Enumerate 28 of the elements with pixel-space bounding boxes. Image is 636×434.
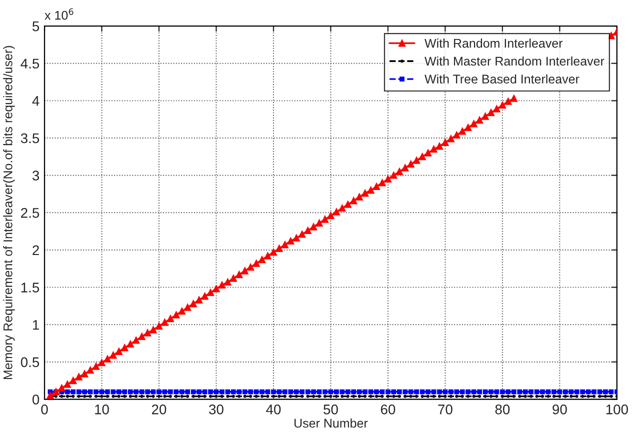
x-tick-label: 40: [266, 404, 281, 414]
legend-label: With Random Interleaver: [424, 38, 563, 48]
x-tick-label: 20: [152, 404, 166, 414]
x-tick-label: 50: [324, 404, 338, 414]
x-tick-label: 100: [606, 404, 628, 414]
legend-label: With Tree Based Interleaver: [424, 74, 580, 84]
y-tick-label: 4.5: [20, 58, 40, 69]
y-tick-label: 3.5: [20, 133, 40, 144]
x-tick-label: 10: [95, 404, 109, 414]
x-tick-label: 0: [41, 404, 48, 414]
x-tick-label: 30: [209, 404, 224, 414]
y-tick-label: 0: [32, 394, 40, 404]
x-tick-label: 90: [552, 404, 567, 414]
y-axis-title: Memory Requirement of Interleaver(No.of bits required/user): [3, 46, 15, 380]
x-tick-label: 80: [495, 404, 510, 414]
y-tick-label: 1.5: [21, 282, 40, 292]
text: x 10$^{6}$: [44, 8, 74, 20]
legend-label: With Master Random Interleaver: [424, 56, 604, 66]
x-axis-title: User Number: [294, 418, 368, 428]
y-tick-label: 0.5: [20, 357, 40, 368]
y-tick-label: 3: [32, 170, 40, 181]
y-tick-label: 2: [32, 245, 39, 256]
y-tick-label: 1: [32, 320, 39, 330]
x-tick-label: 60: [380, 404, 396, 414]
x-tick-label: 70: [438, 404, 452, 414]
y-tick-label: 4: [32, 96, 40, 106]
y-tick-label: 2.5: [21, 208, 40, 218]
y-tick-label: 5: [32, 22, 40, 32]
